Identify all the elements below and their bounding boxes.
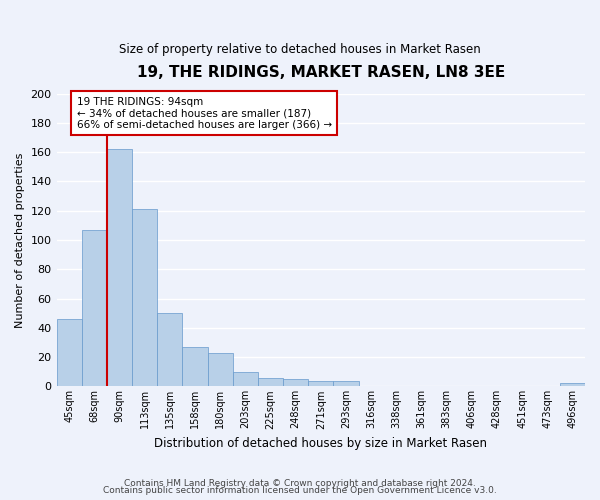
Bar [82,230,107,386]
Bar [233,372,258,386]
Bar [107,150,132,386]
Bar [308,380,334,386]
Text: 19 THE RIDINGS: 94sqm
← 34% of detached houses are smaller (187)
66% of semi-det: 19 THE RIDINGS: 94sqm ← 34% of detached … [77,96,332,130]
Bar [56,319,82,386]
Text: Contains public sector information licensed under the Open Government Licence v3: Contains public sector information licen… [103,486,497,495]
Text: Contains HM Land Registry data © Crown copyright and database right 2024.: Contains HM Land Registry data © Crown c… [124,478,476,488]
Bar [208,352,233,386]
Bar [334,380,359,386]
Y-axis label: Number of detached properties: Number of detached properties [15,152,25,328]
Text: Size of property relative to detached houses in Market Rasen: Size of property relative to detached ho… [119,42,481,56]
Bar [560,384,585,386]
Bar [132,210,157,386]
X-axis label: Distribution of detached houses by size in Market Rasen: Distribution of detached houses by size … [154,437,487,450]
Bar [157,313,182,386]
Bar [258,378,283,386]
Bar [182,347,208,387]
Title: 19, THE RIDINGS, MARKET RASEN, LN8 3EE: 19, THE RIDINGS, MARKET RASEN, LN8 3EE [137,65,505,80]
Bar [283,379,308,386]
